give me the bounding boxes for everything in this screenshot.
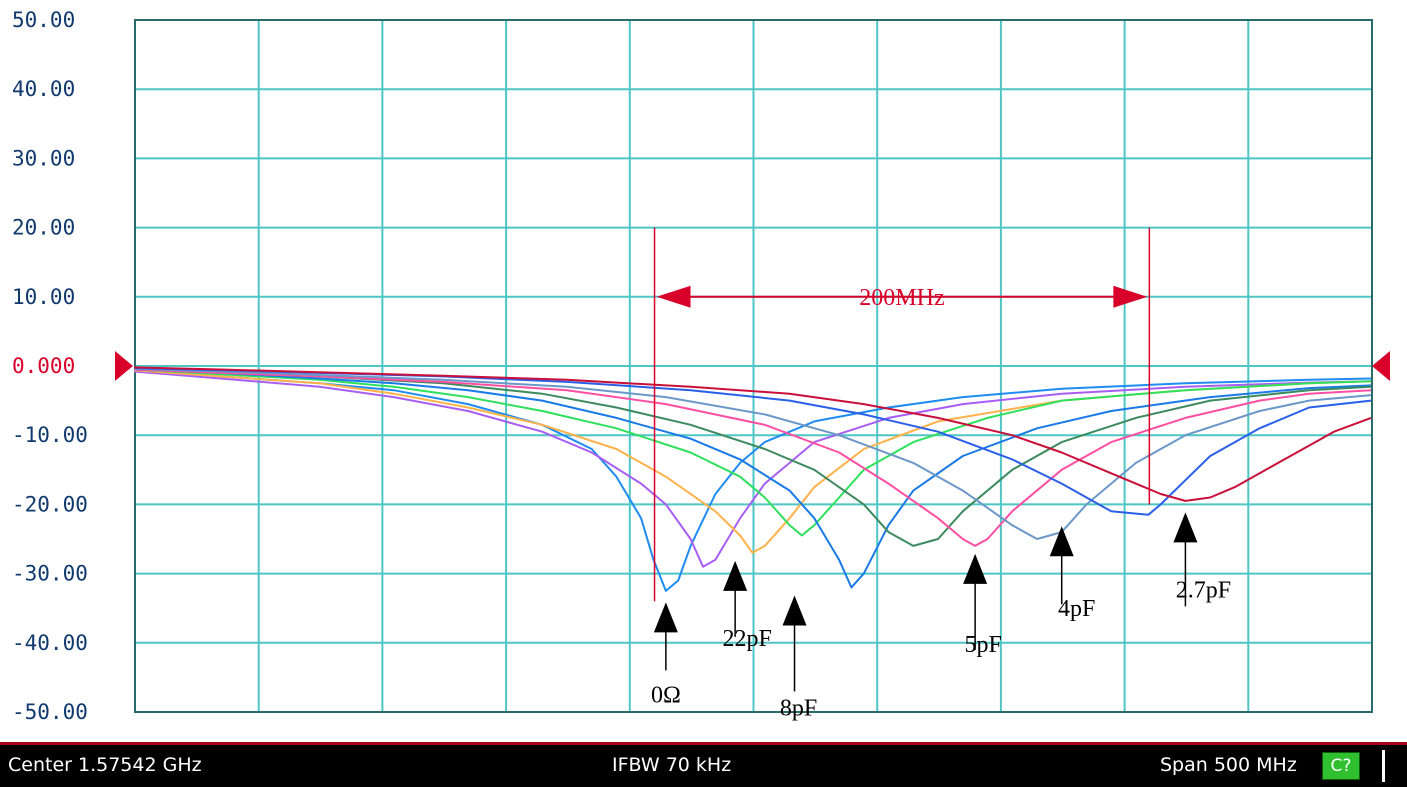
channel-badge[interactable]: C?	[1322, 752, 1360, 780]
trace-line-10	[133, 366, 1372, 502]
y-tick-label: -20.00	[12, 492, 88, 516]
notch-label: 4pF	[1058, 596, 1095, 622]
notch-marker-arrowhead	[723, 560, 748, 591]
y-tick-label: 50.00	[12, 8, 75, 32]
s-parameter-chart: 50.00 40.00 30.00 20.00 10.00 0.000 -10.00 -20.…	[12, 8, 1390, 724]
notch-marker-arrowhead	[653, 602, 678, 633]
notch-label: 8pF	[780, 695, 817, 721]
y-tick-label: -40.00	[12, 631, 88, 655]
ifbw-label: IFBW 70 kHz	[612, 754, 732, 776]
trace-line-7	[133, 368, 1372, 547]
notch-label: 2.7pF	[1176, 577, 1231, 603]
reference-level-marker-left	[115, 351, 133, 381]
trace-line-2	[133, 370, 1372, 568]
notch-marker-arrowhead	[782, 595, 807, 626]
notch-marker-arrowhead	[1173, 512, 1198, 543]
y-tick-label: -50.00	[12, 700, 88, 724]
bandwidth-marker-label: 200MHz	[859, 285, 944, 311]
trace-line-6	[133, 367, 1372, 547]
y-tick-label: 0.000	[12, 354, 75, 378]
trace-line-4	[133, 368, 1372, 537]
trace-line-1	[133, 368, 1372, 592]
y-tick-label: 40.00	[12, 77, 75, 101]
notch-label: 22pF	[722, 626, 771, 652]
y-tick-label: 20.00	[12, 216, 75, 240]
notch-label: 5pF	[964, 632, 1001, 658]
bandwidth-marker-arrowhead-left	[656, 285, 691, 308]
status-bar: Center 1.57542 GHz IFBW 70 kHz Span 500 …	[0, 742, 1407, 787]
trace-line-5	[133, 368, 1372, 589]
y-tick-label: -10.00	[12, 423, 88, 447]
center-frequency-label: Center 1.57542 GHz	[8, 754, 202, 776]
trace-line-3	[133, 369, 1372, 554]
reference-level-marker-right	[1372, 351, 1390, 381]
trace-line-8	[133, 367, 1372, 540]
bandwidth-marker-arrowhead-right	[1113, 285, 1148, 308]
span-label: Span 500 MHz	[1160, 754, 1297, 776]
notch-marker-arrowhead	[1049, 526, 1074, 557]
notch-marker-arrowhead	[963, 553, 988, 584]
notch-label: 0Ω	[651, 682, 681, 708]
y-tick-label: -30.00	[12, 562, 88, 586]
y-tick-label: 30.00	[12, 146, 75, 170]
status-bar-divider	[1382, 750, 1385, 782]
y-tick-label: 10.00	[12, 285, 75, 309]
